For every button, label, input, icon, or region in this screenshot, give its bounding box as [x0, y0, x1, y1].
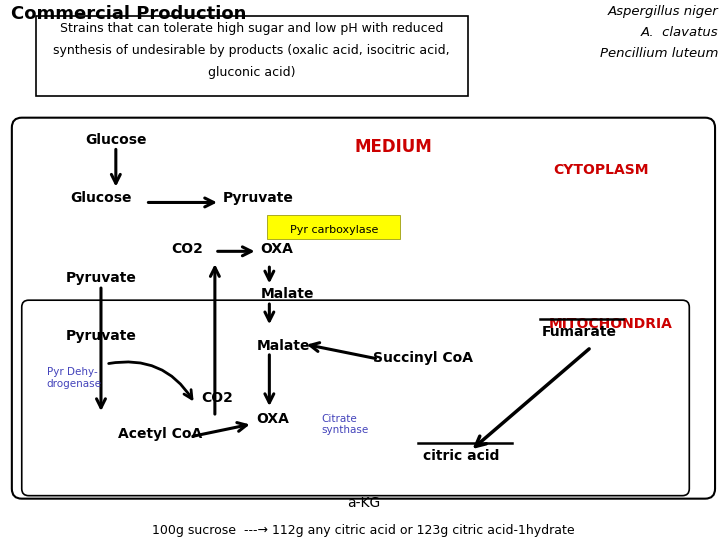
Text: Commercial Production: Commercial Production: [11, 5, 246, 23]
FancyBboxPatch shape: [22, 300, 689, 496]
Text: Malate: Malate: [261, 287, 314, 301]
Text: Acetyl CoA: Acetyl CoA: [118, 427, 202, 441]
FancyBboxPatch shape: [35, 16, 469, 96]
Text: Succinyl CoA: Succinyl CoA: [374, 351, 473, 365]
Text: synthesis of undesirable by products (oxalic acid, isocitric acid,: synthesis of undesirable by products (ox…: [53, 44, 450, 57]
Text: Pyr Dehy-
drogenase: Pyr Dehy- drogenase: [47, 367, 102, 389]
Text: Pyruvate: Pyruvate: [66, 271, 136, 285]
Text: CO2: CO2: [201, 391, 233, 405]
Text: MEDIUM: MEDIUM: [354, 138, 432, 156]
FancyBboxPatch shape: [267, 215, 400, 239]
Text: Pyr carboxylase: Pyr carboxylase: [289, 225, 378, 235]
Text: CYTOPLASM: CYTOPLASM: [554, 163, 649, 177]
Text: a-KG: a-KG: [347, 496, 380, 510]
Text: Aspergillus niger
A.  clavatus
Pencillium luteum: Aspergillus niger A. clavatus Pencillium…: [600, 5, 718, 60]
FancyBboxPatch shape: [12, 118, 715, 498]
Text: 100g sucrose  ---→ 112g any citric acid or 123g citric acid-1hydrate: 100g sucrose ---→ 112g any citric acid o…: [152, 524, 575, 537]
Text: Glucose: Glucose: [85, 133, 147, 147]
Text: Citrate
synthase: Citrate synthase: [322, 414, 369, 435]
Text: Strains that can tolerate high sugar and low pH with reduced: Strains that can tolerate high sugar and…: [60, 22, 444, 35]
Text: Pyruvate: Pyruvate: [66, 329, 136, 343]
Text: MITOCHONDRIA: MITOCHONDRIA: [549, 317, 673, 331]
Text: OXA: OXA: [261, 242, 293, 256]
Text: Pyruvate: Pyruvate: [222, 192, 294, 206]
Text: Malate: Malate: [256, 339, 310, 353]
Text: citric acid: citric acid: [423, 449, 499, 463]
Text: gluconic acid): gluconic acid): [208, 66, 295, 79]
Text: OXA: OXA: [256, 412, 289, 426]
Text: Glucose: Glucose: [71, 192, 132, 206]
Text: Fumarate: Fumarate: [541, 325, 617, 339]
Text: CO2: CO2: [171, 242, 203, 256]
